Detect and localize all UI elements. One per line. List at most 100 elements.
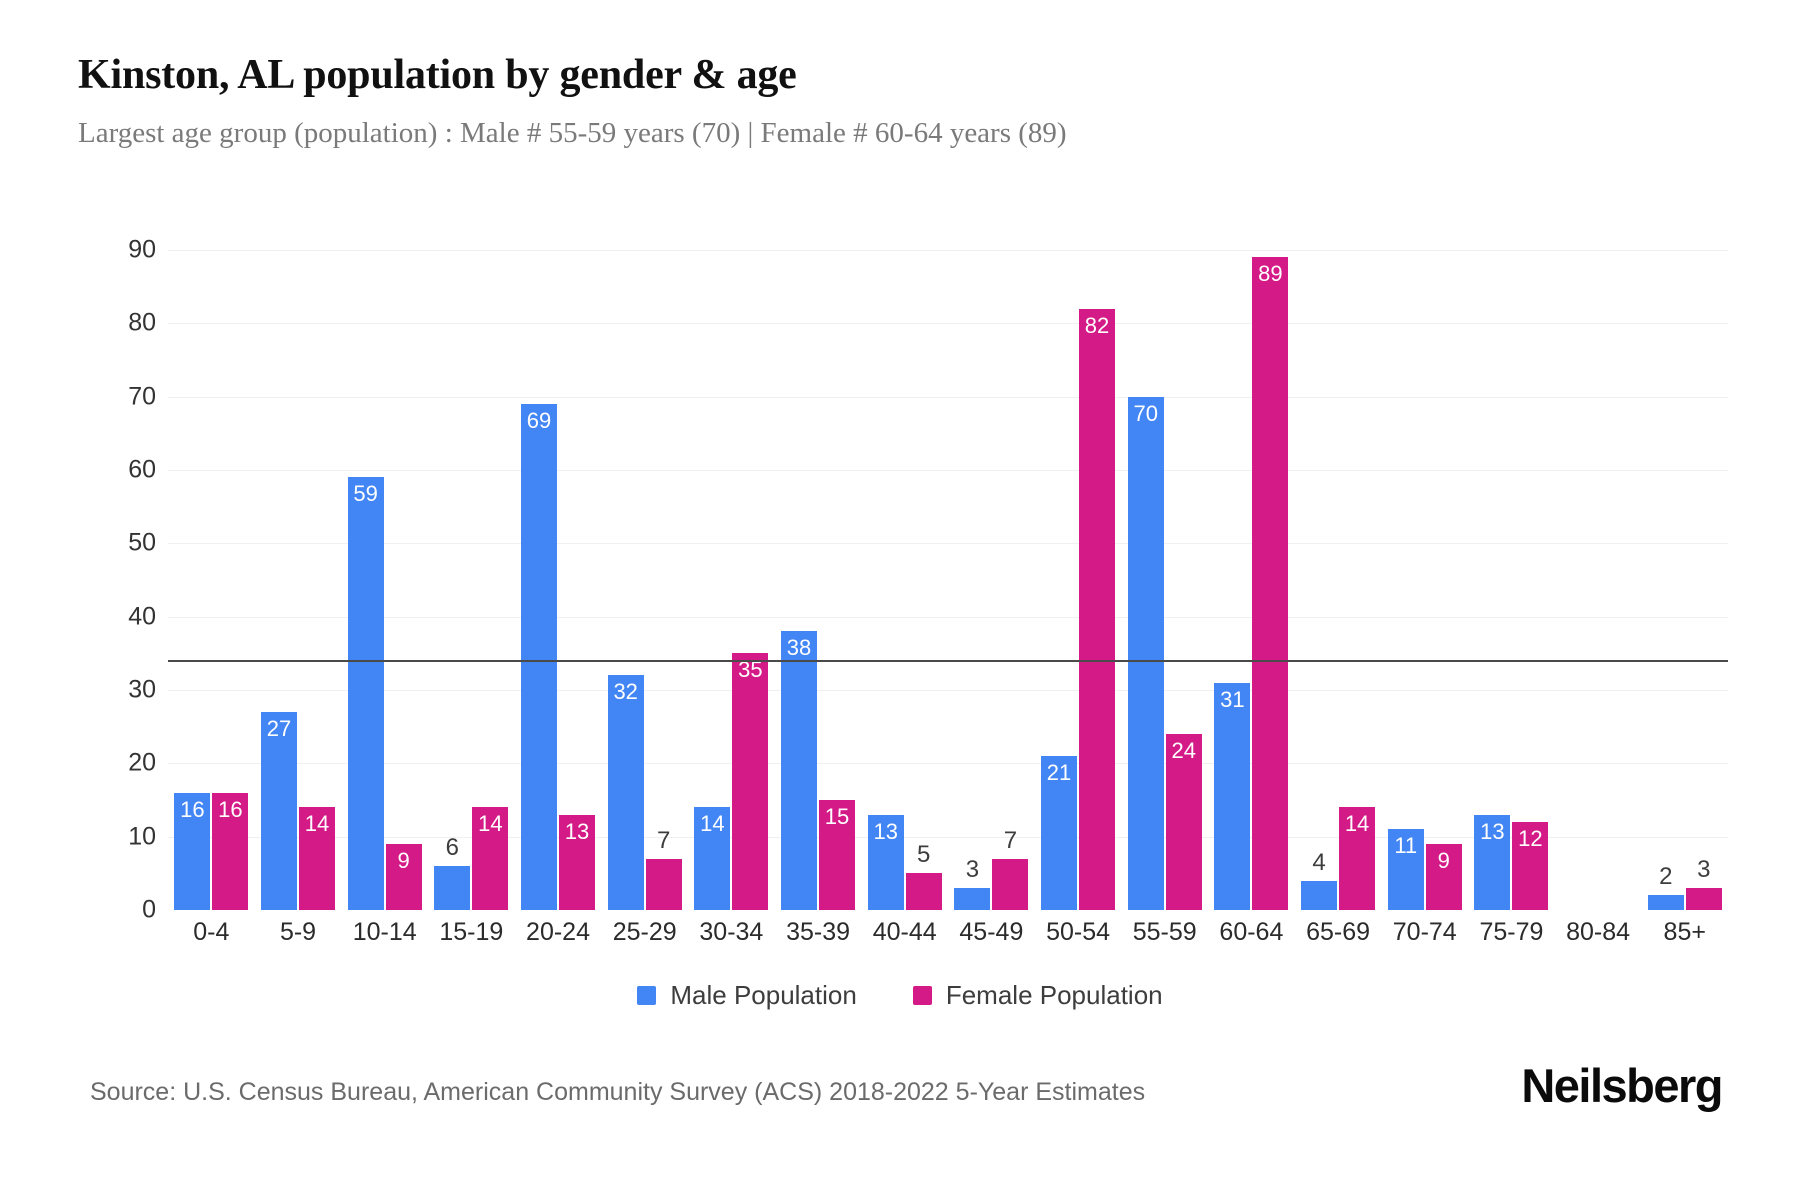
- x-axis-tick-label: 5-9: [279, 918, 317, 946]
- bar-slot: 12: [1512, 250, 1549, 910]
- x-axis-tick-label: 25-29: [612, 918, 677, 946]
- bar-value-label: 5: [917, 841, 931, 869]
- gridline: [168, 250, 1728, 251]
- x-axis-tick-label: 0-4: [193, 918, 230, 946]
- x-axis-tick-label: 10-14: [352, 918, 417, 946]
- bar[interactable]: 4: [1301, 850, 1338, 910]
- x-axis-tick-label: 75-79: [1479, 918, 1544, 946]
- bar[interactable]: 13: [559, 814, 596, 910]
- y-axis-tick-label: 50: [128, 528, 156, 557]
- source-note: Source: U.S. Census Bureau, American Com…: [90, 1078, 1146, 1106]
- bar-slot: 13: [559, 250, 596, 910]
- bar-slot: 2: [1647, 250, 1684, 910]
- gridline: [168, 470, 1728, 471]
- bar-value-label: 13: [1480, 818, 1505, 844]
- bar-value-label: 13: [873, 818, 898, 844]
- bar[interactable]: 16: [174, 792, 211, 910]
- bar-slot: 31: [1214, 250, 1251, 910]
- bar[interactable]: 3: [1685, 858, 1722, 910]
- bar-slot: 9: [1425, 250, 1462, 910]
- x-axis-tick-label: 85+: [1663, 918, 1706, 946]
- bar[interactable]: 11: [1387, 829, 1424, 910]
- bar[interactable]: 3: [954, 858, 991, 910]
- bar[interactable]: 5: [905, 843, 942, 910]
- bar[interactable]: 32: [607, 675, 644, 910]
- bar-groups: 16 16 27 14 59 9 6 14 69 13 32 7 14 35 38 15 13 5 3 7 21 82 70…: [168, 250, 1728, 910]
- bar[interactable]: 82: [1079, 308, 1116, 910]
- bar-value-label: 38: [786, 635, 812, 661]
- chart-subtitle: Largest age group (population) : Male # …: [78, 117, 1067, 150]
- bar-group: 16 16: [168, 250, 255, 910]
- legend-item[interactable]: Female Population: [912, 980, 1163, 1011]
- page-title: Kinston, AL population by gender & age: [78, 52, 797, 98]
- y-axis-tick-label: 90: [128, 235, 156, 264]
- bar[interactable]: 21: [1041, 756, 1078, 910]
- bar[interactable]: 38: [781, 631, 818, 910]
- bar[interactable]: 14: [299, 807, 335, 910]
- bar[interactable]: 89: [1252, 257, 1289, 910]
- bar[interactable]: 59: [347, 477, 384, 910]
- bar-value-label: 70: [1133, 400, 1158, 426]
- bar-group: 11 9: [1381, 250, 1468, 910]
- bar-value-label: 32: [613, 679, 638, 705]
- bar-slot: 14: [472, 250, 509, 910]
- bar-group: 69 13: [515, 250, 602, 910]
- bar-value-label: 14: [304, 811, 330, 837]
- bar[interactable]: 9: [1425, 844, 1462, 910]
- bar[interactable]: 13: [867, 814, 904, 910]
- plot-area: 0 10 20 30 40 50 60 70 80 90 16 16 27 14 59 9 6 14 69 13 32…: [0, 236, 1800, 924]
- bar[interactable]: 16: [212, 792, 249, 910]
- bar[interactable]: 24: [1165, 734, 1202, 910]
- bar[interactable]: 31: [1214, 682, 1251, 910]
- bar[interactable]: 9: [385, 844, 422, 910]
- bar-value-label: 9: [397, 848, 410, 873]
- bar[interactable]: 7: [645, 828, 682, 910]
- bar-group: 21 82: [1035, 250, 1122, 910]
- x-axis-tick-label: 40-44: [872, 918, 937, 946]
- bar-slot: 16: [174, 250, 211, 910]
- chart-header: Kinston, AL population by gender & age L…: [78, 52, 1728, 151]
- bar[interactable]: 14: [1339, 807, 1376, 910]
- bar[interactable]: 14: [694, 807, 731, 910]
- bar[interactable]: 14: [472, 807, 509, 910]
- bar[interactable]: 27: [261, 712, 297, 910]
- gridline: [168, 616, 1728, 618]
- x-axis-line: [168, 660, 1728, 662]
- bar[interactable]: 12: [1512, 822, 1549, 910]
- gridline: [168, 836, 1728, 838]
- x-axis-tick-label: 15-19: [439, 918, 504, 946]
- bar-value-label: 14: [1344, 811, 1370, 837]
- bar-value-label: 16: [180, 796, 205, 822]
- legend-item-label: Female Population: [945, 980, 1163, 1010]
- bar[interactable]: 69: [521, 404, 558, 910]
- bar-slot: 4: [1301, 250, 1338, 910]
- bar-slot: 7: [645, 250, 682, 910]
- gridline: [168, 323, 1728, 325]
- bar-value-label: 14: [478, 811, 503, 837]
- bar-slot: 7: [992, 250, 1029, 910]
- bar[interactable]: 2: [1647, 865, 1684, 910]
- bar-slot: 24: [1165, 250, 1202, 910]
- bar[interactable]: 13: [1474, 814, 1511, 910]
- y-axis-tick-label: 60: [128, 455, 156, 484]
- bar-group: 14 35: [688, 250, 775, 910]
- bar[interactable]: 35: [732, 653, 769, 910]
- legend-item[interactable]: Male Population: [637, 980, 857, 1011]
- x-axis-tick-label: 45-49: [959, 918, 1024, 946]
- bar-slot: 3: [954, 250, 991, 910]
- bar-value-label: 82: [1084, 312, 1110, 338]
- bar-slot: 13: [867, 250, 904, 910]
- y-axis: 0 10 20 30 40 50 60 70 80 90: [96, 236, 156, 924]
- bar-value-label: 21: [1046, 760, 1072, 785]
- bar-slot: 82: [1079, 250, 1116, 910]
- bar[interactable]: 7: [992, 828, 1029, 910]
- bar[interactable]: 15: [819, 800, 856, 910]
- bar-value-label: 35: [738, 657, 763, 683]
- x-axis-tick-label: 30-34: [699, 918, 764, 946]
- y-axis-tick-label: 0: [142, 895, 156, 924]
- bar-slot: 16: [212, 250, 249, 910]
- bar[interactable]: 6: [434, 836, 471, 910]
- bar[interactable]: 70: [1127, 396, 1164, 910]
